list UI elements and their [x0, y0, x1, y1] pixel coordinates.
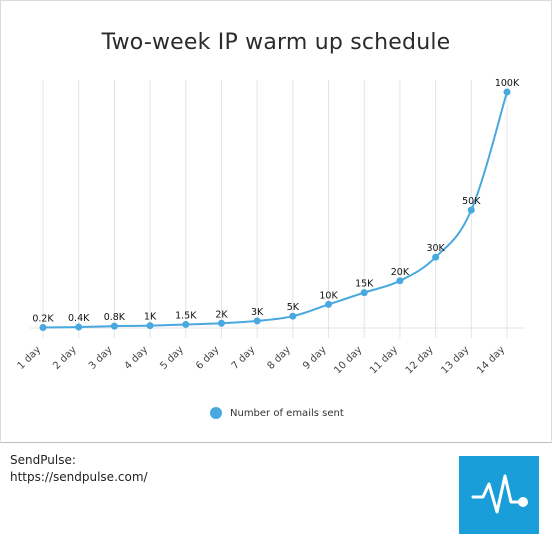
data-label: 0.8K [104, 312, 126, 323]
legend-label: Number of emails sent [230, 407, 344, 419]
x-tick-label: 13 day [439, 344, 471, 376]
data-label: 2K [215, 309, 228, 320]
data-point[interactable] [182, 320, 190, 328]
data-labels: 0.2K 0.4K 0.8K 1K 1.5K 2K 3K 5K 10K 15K 20K 30K 50K 1… [32, 78, 520, 325]
data-label: 20K [391, 267, 410, 278]
x-tick-label: 2 day [51, 344, 79, 372]
chart-title: Two-week IP warm up schedule [101, 30, 451, 55]
legend-marker [210, 407, 222, 419]
data-point[interactable] [360, 289, 368, 297]
data-point[interactable] [217, 319, 225, 327]
data-label: 100K [495, 78, 520, 89]
data-point[interactable] [325, 300, 333, 308]
x-tick-label: 4 day [123, 344, 151, 372]
footer-url: https://sendpulse.com/ [10, 470, 148, 484]
x-tick-label: 10 day [332, 344, 364, 376]
data-label: 1.5K [175, 310, 197, 321]
legend[interactable]: Number of emails sent [210, 407, 344, 419]
x-tick-labels: 1 day 2 day 3 day 4 day 5 day 6 day 7 day 8 day… [16, 344, 508, 376]
sendpulse-logo [459, 456, 539, 534]
x-tick-label: 8 day [265, 344, 293, 372]
x-tick-label: 9 day [301, 344, 329, 372]
data-label: 50K [462, 196, 481, 207]
x-tick-label: 5 day [158, 344, 186, 372]
data-point[interactable] [253, 317, 261, 325]
sendpulse-pulse-icon [471, 474, 528, 514]
data-point[interactable] [503, 88, 511, 96]
chart-card [0, 0, 552, 441]
data-points [39, 88, 511, 332]
data-label: 0.2K [32, 314, 54, 325]
data-point[interactable] [146, 322, 154, 330]
data-label: 10K [319, 290, 338, 301]
data-point[interactable] [110, 322, 118, 330]
data-label: 30K [426, 243, 445, 254]
data-point[interactable] [396, 277, 404, 285]
grid-lines [30, 80, 525, 338]
data-label: 5K [287, 302, 300, 313]
footer-text: SendPulse: https://sendpulse.com/ [10, 452, 148, 486]
data-point[interactable] [289, 312, 297, 320]
data-point[interactable] [467, 206, 475, 214]
data-label: 15K [355, 279, 374, 290]
series-line [42, 91, 508, 329]
data-label: 0.4K [68, 313, 90, 324]
data-point[interactable] [75, 323, 83, 331]
data-label: 3K [251, 307, 264, 318]
data-point[interactable] [39, 324, 47, 332]
line-chart: 0.2K 0.4K 0.8K 1K 1.5K 2K 3K 5K 10K 15K 20K 30K 50K 1… [16, 78, 525, 376]
x-tick-label: 1 day [16, 344, 44, 372]
data-point[interactable] [432, 253, 440, 261]
x-tick-label: 6 day [194, 344, 222, 372]
x-tick-label: 14 day [475, 344, 507, 376]
x-tick-label: 3 day [87, 344, 115, 372]
data-label: 1K [144, 312, 157, 323]
x-tick-label: 12 day [404, 344, 436, 376]
footer-brand: SendPulse: [10, 453, 76, 467]
x-tick-label: 11 day [368, 344, 400, 376]
footer-divider [0, 442, 552, 443]
x-tick-label: 7 day [230, 344, 258, 372]
